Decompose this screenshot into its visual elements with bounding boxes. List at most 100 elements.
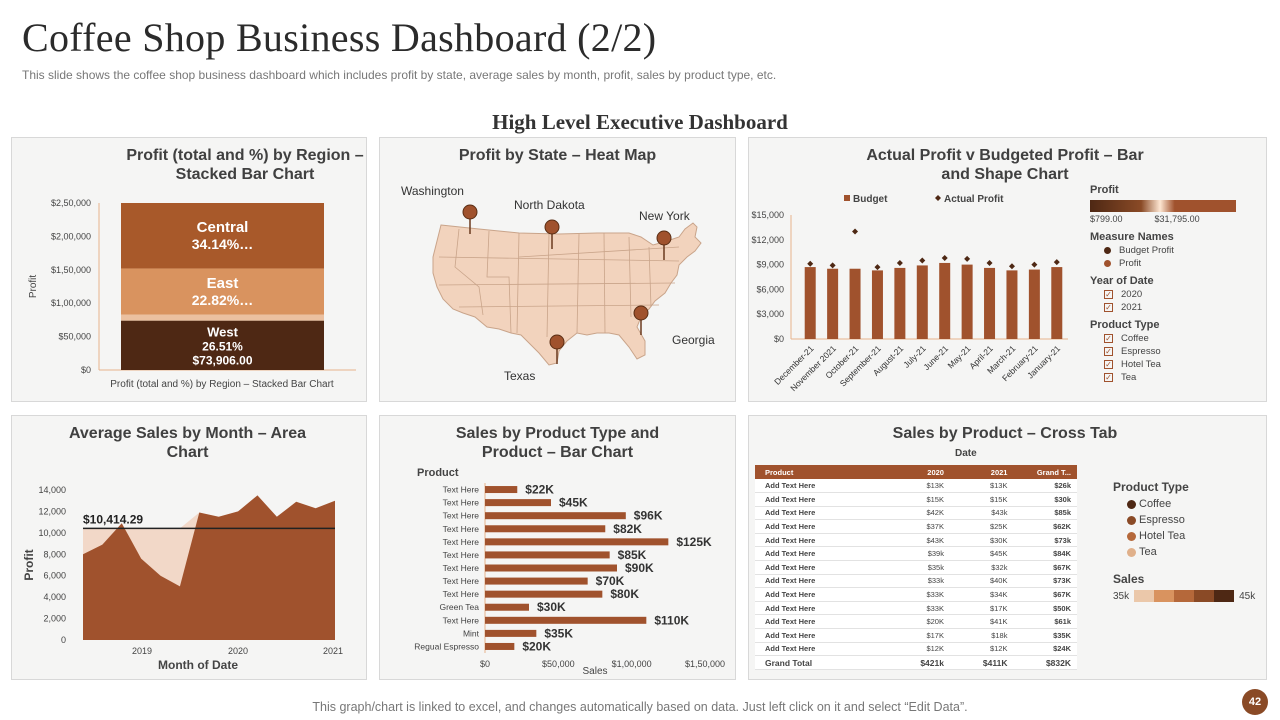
table-cell: $12K	[949, 642, 1014, 657]
legend-label: Budget Profit	[1119, 245, 1174, 256]
table-cell: $832K	[1013, 655, 1077, 670]
table-cell: $33K	[886, 601, 950, 616]
x-tick-label: 2020	[228, 646, 248, 656]
map-pin-icon	[656, 230, 672, 260]
table-cell: Add Text Here	[755, 587, 887, 602]
crosstab-ptype-item: Tea	[1127, 546, 1263, 558]
y-tick-label: Mint	[463, 628, 480, 638]
crosstab-column-group: Date	[955, 448, 977, 459]
table-cell: $411K	[949, 655, 1014, 670]
table-cell: $13K	[886, 479, 950, 494]
ptype-filter-item[interactable]: ✓ Tea	[1104, 372, 1260, 383]
table-cell: $43K	[886, 533, 950, 548]
page-subtitle: This slide shows the coffee shop busines…	[22, 68, 777, 82]
pin-head	[544, 219, 560, 235]
bar-value-label: $35K	[544, 626, 573, 640]
table-row: Add Text Here $15K $15K $30k	[755, 492, 1077, 507]
product-bar	[485, 525, 606, 533]
table-cell: $30K	[949, 533, 1014, 548]
product-bar	[485, 629, 537, 637]
sales-swatch	[1214, 590, 1235, 602]
bar-segment	[121, 268, 324, 315]
table-cell: Add Text Here	[755, 479, 887, 494]
table-cell: $41K	[949, 614, 1014, 630]
year-legend-title: Year of Date	[1090, 275, 1154, 287]
map-pin-icon	[544, 219, 560, 249]
map-marker-label: New York	[639, 209, 691, 223]
ptype-filter-item[interactable]: ✓ Espresso	[1104, 346, 1260, 357]
table-cell: $26k	[1013, 479, 1077, 494]
checkbox-icon[interactable]: ✓	[1104, 373, 1113, 382]
area-dark	[83, 495, 335, 640]
table-cell: $37K	[886, 519, 950, 534]
crosstab-ptype-title: Product Type	[1113, 480, 1189, 494]
checkbox-icon[interactable]: ✓	[1104, 360, 1113, 369]
table-cell: $67K	[1013, 587, 1077, 602]
product-bar	[485, 538, 669, 546]
year-filter-item[interactable]: ✓ 2020	[1104, 289, 1260, 300]
table-cell: $35k	[886, 560, 950, 575]
table-cell: $32k	[949, 560, 1014, 575]
crosstab-ptype-legend: Coffee Espresso Hotel Tea Tea	[1127, 498, 1263, 558]
table-cell: $13K	[949, 479, 1014, 494]
legend-dot	[1104, 260, 1111, 267]
segment-label: 34.14%…	[192, 236, 253, 252]
checkbox-icon[interactable]: ✓	[1104, 303, 1113, 312]
x-tick-label: $1,50,000	[685, 659, 725, 669]
state-borders	[438, 228, 680, 338]
table-row: Add Text Here $33k $40K $73K	[755, 574, 1077, 589]
y-tick-label: 8,000	[43, 549, 66, 559]
segment-label: East	[207, 275, 239, 292]
actual-profit-marker	[1031, 261, 1038, 268]
legend-budget-swatch	[844, 195, 850, 201]
hbar-title: Sales by Product Type and Product – Bar …	[455, 425, 660, 461]
x-tick-label: $0	[480, 659, 490, 669]
table-cell: $40K	[949, 574, 1014, 589]
y-tick-label: $2,00,000	[51, 231, 91, 241]
table-header-cell[interactable]: 2020	[886, 465, 950, 479]
table-cell: Add Text Here	[755, 614, 887, 630]
table-cell: $30k	[1013, 492, 1077, 507]
bar-value-label: $22K	[525, 483, 554, 497]
sales-scale: 35k 45k	[1113, 590, 1263, 602]
ptype-filter-item[interactable]: ✓ Coffee	[1104, 333, 1260, 344]
x-axis-title: Profit (total and %) by Region – Stacked…	[110, 379, 334, 390]
bar-segment	[121, 203, 324, 269]
budget-bar	[894, 267, 906, 339]
y-tick-label: $6,000	[756, 284, 784, 294]
table-header-cell[interactable]: Grand T...	[1013, 465, 1077, 479]
bar-value-label: $110K	[654, 613, 689, 627]
y-tick-label: $12,000	[751, 235, 784, 245]
year-filter-item[interactable]: ✓ 2021	[1104, 302, 1260, 313]
budget-bar	[1028, 269, 1040, 339]
y-tick-label: Text Here	[443, 498, 480, 508]
pin-head	[549, 334, 565, 350]
table-header-cell[interactable]: 2021	[949, 465, 1014, 479]
sales-max: 45k	[1239, 590, 1256, 602]
budget-bar	[1006, 270, 1018, 339]
y-tick-label: $9,000	[756, 260, 784, 270]
table-row: Add Text Here $43K $30K $73k	[755, 533, 1077, 548]
legend-dot	[1127, 531, 1136, 541]
actual-profit-marker	[919, 257, 926, 264]
checkbox-icon[interactable]: ✓	[1104, 290, 1113, 299]
crosstab-legend: Product Type Coffee Espresso Hotel Tea Tea …	[1113, 480, 1263, 602]
checkbox-icon[interactable]: ✓	[1104, 347, 1113, 356]
table-cell: $33k	[886, 574, 950, 589]
budget-bar	[961, 264, 973, 339]
hbar-chart: Product Text Here $22K Text Here $45K Text He…	[414, 467, 725, 677]
table-header-cell[interactable]: Product	[755, 465, 887, 479]
pin-head	[656, 230, 672, 246]
checkbox-icon[interactable]: ✓	[1104, 334, 1113, 343]
legend-label: Tea	[1139, 546, 1157, 558]
product-bar	[485, 551, 610, 559]
us-map-shape	[432, 222, 702, 366]
table-cell: Add Text Here	[755, 546, 887, 562]
table-cell: Add Text Here	[755, 492, 887, 507]
y-tick-label: $3,000	[756, 309, 784, 319]
actual-profit-marker	[1053, 259, 1060, 266]
y-tick-label: 4,000	[43, 592, 66, 602]
ptype-filter-item[interactable]: ✓ Hotel Tea	[1104, 359, 1260, 370]
page-title: Coffee Shop Business Dashboard (2/2)	[22, 15, 657, 60]
sales-min: 35k	[1113, 590, 1130, 602]
